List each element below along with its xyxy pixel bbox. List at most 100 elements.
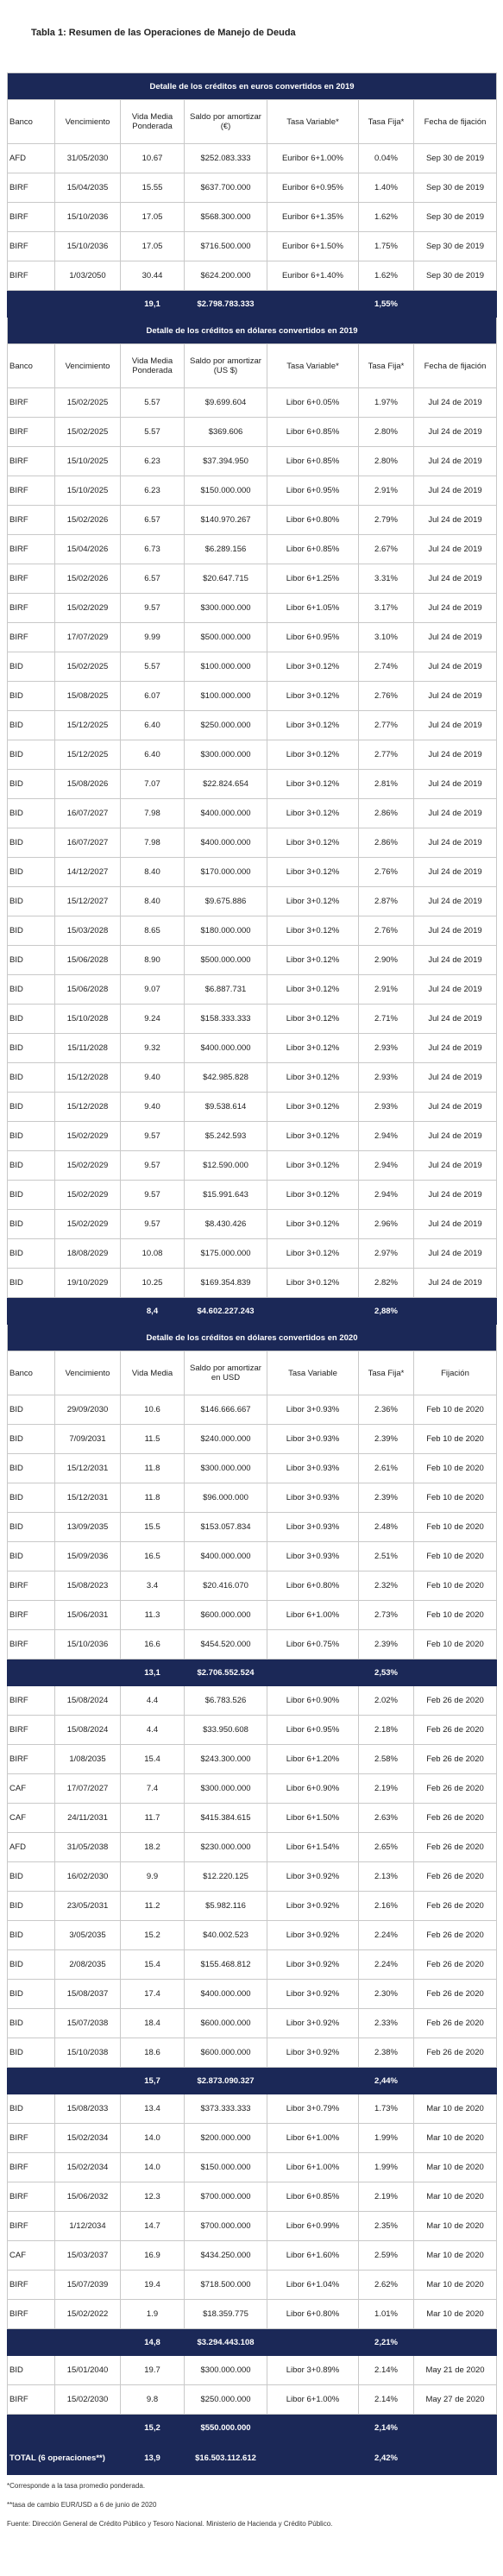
cell: 15/08/2024: [54, 1685, 121, 1716]
cell: Libor 6+0.99%: [267, 2211, 359, 2241]
data-row: BID 15/12/2028 9.40 $42.985.828 Libor 3+0.12…: [7, 1062, 498, 1093]
tasa: 2,14%: [358, 2414, 414, 2441]
column-header: Vida Media Ponderada: [120, 343, 185, 388]
empty: [412, 1659, 498, 1686]
cell: Libor 3+0.12%: [267, 886, 359, 916]
cell: 15/03/2028: [54, 916, 121, 946]
cell: 15/06/2031: [54, 1600, 121, 1630]
tasa: 2,53%: [358, 1659, 414, 1686]
cell: 15/06/2028: [54, 974, 121, 1005]
total-label: [7, 290, 121, 318]
cell: 16/02/2030: [54, 1861, 121, 1892]
cell: BID: [7, 2037, 55, 2068]
data-row: BIRF 15/10/2036 16.6 $454.520.000 Libor 6+0.…: [7, 1629, 498, 1660]
cell: $454.520.000: [184, 1629, 267, 1660]
cell: Jul 24 de 2019: [412, 1209, 498, 1239]
cell: BID: [7, 857, 55, 887]
cell: 6.07: [120, 681, 185, 711]
empty: [412, 2328, 498, 2356]
data-row: BID 16/02/2030 9.9 $12.220.125 Libor 3+0.92%…: [7, 1861, 498, 1892]
empty: [267, 2441, 359, 2475]
column-header: Tasa Fija*: [358, 343, 414, 388]
empty: [267, 1659, 359, 1686]
data-row: BIRF 17/07/2029 9.99 $500.000.000 Libor 6+0.…: [7, 622, 498, 652]
column-header: Saldo por amortizar (US $): [184, 343, 267, 388]
cell: Feb 26 de 2020: [412, 1949, 498, 1980]
cell: $96.000.000: [184, 1483, 267, 1513]
cell: 15/02/2034: [54, 2152, 121, 2182]
cell: 9.32: [120, 1033, 185, 1063]
cell: $37.394.950: [184, 446, 267, 476]
cell: Euribor 6+1.40%: [267, 261, 359, 291]
total-row: TOTAL (6 operaciones**) 13,9 $16.503.112.6…: [7, 2441, 498, 2475]
section-title: Detalle de los créditos en dólares conve…: [6, 317, 498, 344]
cell: AFD: [7, 143, 55, 173]
cell: 18.6: [120, 2037, 185, 2068]
cell: 2.80%: [358, 417, 414, 447]
cell: Sep 30 de 2019: [412, 202, 498, 232]
cell: 15/03/2037: [54, 2240, 121, 2271]
empty: [412, 290, 498, 318]
saldo: $2.798.783.333: [184, 290, 267, 318]
cell: Jul 24 de 2019: [412, 564, 498, 594]
cell: 15.55: [120, 173, 185, 203]
cell: $5.982.116: [184, 1891, 267, 1921]
cell: $153.057.834: [184, 1512, 267, 1542]
empty: [412, 2067, 498, 2094]
cell: Sep 30 de 2019: [412, 261, 498, 291]
cell: 9.8: [120, 2384, 185, 2415]
cell: 2.51%: [358, 1541, 414, 1571]
cell: 2.94%: [358, 1150, 414, 1181]
cell: BID: [7, 2355, 55, 2385]
cell: 16/07/2027: [54, 828, 121, 858]
section-title: Detalle de los créditos en dólares conve…: [6, 317, 498, 344]
data-row: BID 13/09/2035 15.5 $153.057.834 Libor 3+0.9…: [7, 1512, 498, 1542]
data-row: BIRF 1/12/2034 14.7 $700.000.000 Libor 6+0.9…: [7, 2211, 498, 2241]
cell: 2.38%: [358, 2037, 414, 2068]
cell: $170.000.000: [184, 857, 267, 887]
cell: 14.0: [120, 2152, 185, 2182]
cell: BID: [7, 740, 55, 770]
cell: Euribor 6+1.35%: [267, 202, 359, 232]
cell: AFD: [7, 1832, 55, 1862]
cell: Libor 6+0.75%: [267, 1629, 359, 1660]
cell: Feb 10 de 2020: [412, 1541, 498, 1571]
cell: 11.7: [120, 1803, 185, 1833]
cell: $140.970.267: [184, 505, 267, 535]
cell: BID: [7, 1238, 55, 1269]
cell: Libor 6+0.95%: [267, 622, 359, 652]
cell: 5.57: [120, 387, 185, 418]
data-row: BID 15/02/2025 5.57 $100.000.000 Libor 3+0.1…: [7, 652, 498, 682]
cell: 2.35%: [358, 2211, 414, 2241]
cell: Libor 3+0.12%: [267, 681, 359, 711]
cell: Jul 24 de 2019: [412, 387, 498, 418]
cell: 7/09/2031: [54, 1424, 121, 1454]
cell: Libor 6+1.00%: [267, 2123, 359, 2153]
cell: Feb 10 de 2020: [412, 1629, 498, 1660]
cell: Libor 3+0.12%: [267, 769, 359, 799]
cell: Libor 3+0.92%: [267, 1949, 359, 1980]
cell: 15/07/2038: [54, 2008, 121, 2038]
cell: Libor 3+0.12%: [267, 1238, 359, 1269]
cell: Feb 26 de 2020: [412, 1773, 498, 1804]
total-label: [7, 2067, 121, 2094]
cell: Libor 3+0.92%: [267, 1861, 359, 1892]
cell: $700.000.000: [184, 2182, 267, 2212]
cell: BID: [7, 1209, 55, 1239]
cell: 9.57: [120, 1209, 185, 1239]
cell: Feb 26 de 2020: [412, 1979, 498, 2009]
vida: 13,9: [120, 2441, 185, 2475]
cell: BIRF: [7, 1629, 55, 1660]
cell: Jul 24 de 2019: [412, 1150, 498, 1181]
data-row: BIRF 15/02/2034 14.0 $200.000.000 Libor 6+1.…: [7, 2123, 498, 2153]
data-row: BIRF 15/02/2026 6.57 $20.647.715 Libor 6+1.2…: [7, 564, 498, 594]
empty: [267, 290, 359, 318]
cell: Euribor 6+0.95%: [267, 173, 359, 203]
cell: $300.000.000: [184, 1773, 267, 1804]
cell: 7.07: [120, 769, 185, 799]
cell: 12.3: [120, 2182, 185, 2212]
data-row: BID 15/12/2028 9.40 $9.538.614 Libor 3+0.12%…: [7, 1092, 498, 1122]
cell: Feb 10 de 2020: [412, 1424, 498, 1454]
cell: Feb 26 de 2020: [412, 1920, 498, 1950]
cell: BID: [7, 886, 55, 916]
